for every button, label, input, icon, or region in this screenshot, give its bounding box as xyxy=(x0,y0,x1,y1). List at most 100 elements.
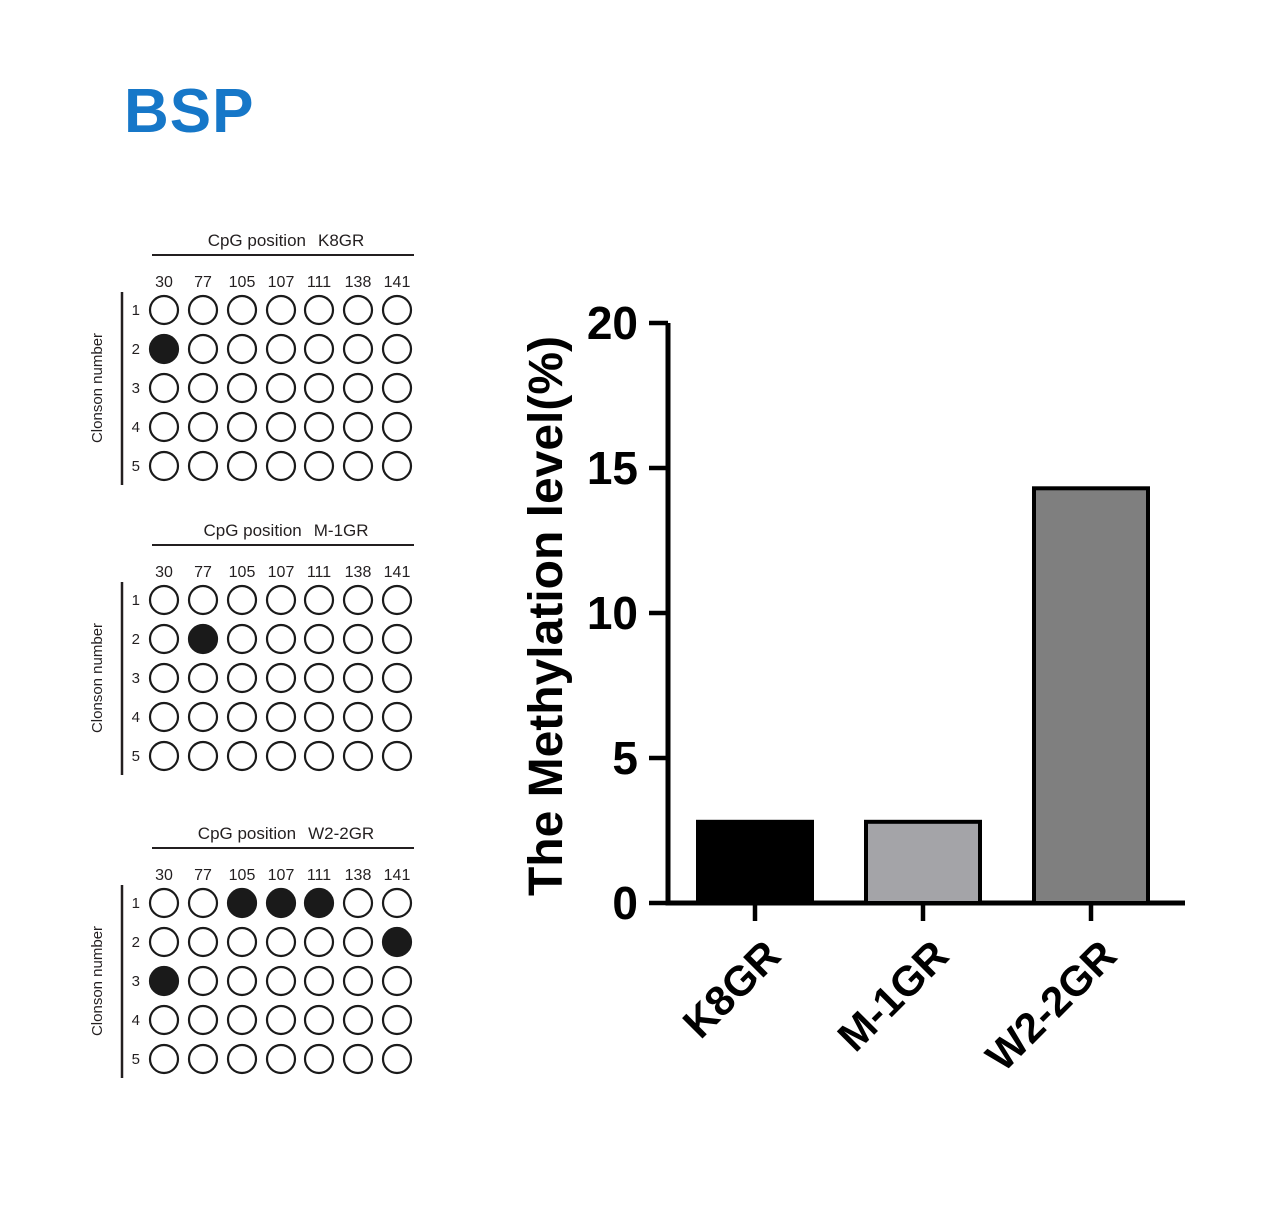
unmethylated-cpg-dot xyxy=(187,740,219,772)
unmethylated-cpg-dot xyxy=(342,450,374,482)
unmethylated-cpg-dot xyxy=(342,662,374,694)
cpg-position-label: 105 xyxy=(229,274,256,291)
clone-number-label: 4 xyxy=(132,419,140,436)
unmethylated-cpg-dot xyxy=(187,333,219,365)
unmethylated-cpg-dot xyxy=(148,887,180,919)
clone-number-label: 3 xyxy=(132,670,140,687)
y-axis-tick-label: 5 xyxy=(612,732,638,784)
clone-number-label: 5 xyxy=(132,1051,140,1068)
unmethylated-cpg-dot xyxy=(148,450,180,482)
methylated-cpg-dot xyxy=(226,887,258,919)
bar-M-1GR xyxy=(864,819,982,905)
unmethylated-cpg-dot xyxy=(265,1004,297,1036)
clone-number-label: 2 xyxy=(132,341,140,358)
unmethylated-cpg-dot xyxy=(381,1004,413,1036)
unmethylated-cpg-dot xyxy=(381,294,413,326)
unmethylated-cpg-dot xyxy=(303,450,335,482)
unmethylated-cpg-dot xyxy=(381,584,413,616)
unmethylated-cpg-dot xyxy=(226,333,258,365)
cpg-position-label: 111 xyxy=(307,867,331,884)
unmethylated-cpg-dot xyxy=(226,965,258,997)
unmethylated-cpg-dot xyxy=(148,1043,180,1075)
unmethylated-cpg-dot xyxy=(381,1043,413,1075)
cpg-position-label: 141 xyxy=(384,564,411,581)
unmethylated-cpg-dot xyxy=(342,333,374,365)
cpg-position-label: 111 xyxy=(307,274,331,291)
unmethylated-cpg-dot xyxy=(342,584,374,616)
clone-number-label: 2 xyxy=(132,934,140,951)
unmethylated-cpg-dot xyxy=(303,926,335,958)
unmethylated-cpg-dot xyxy=(226,372,258,404)
cpg-position-label: 77 xyxy=(194,564,212,581)
bar-K8GR xyxy=(696,819,814,905)
y-axis-tick-label: 20 xyxy=(587,300,638,349)
cpg-position-label: 105 xyxy=(229,564,256,581)
cpg-panel-M-1GR: CpG position M-1GR 30 77 105 107 111 138 141 1 2 3 4… xyxy=(89,521,414,775)
unmethylated-cpg-dot xyxy=(148,294,180,326)
cpg-position-label: 30 xyxy=(155,867,173,884)
cpg-panel-title: CpG position W2-2GR xyxy=(198,824,374,843)
cpg-position-label: 107 xyxy=(268,564,295,581)
clone-number-label: 3 xyxy=(132,973,140,990)
bar-W2-2GR xyxy=(1032,486,1150,906)
unmethylated-cpg-dot xyxy=(265,372,297,404)
unmethylated-cpg-dot xyxy=(381,411,413,443)
y-axis-tick-label: 0 xyxy=(612,877,638,929)
unmethylated-cpg-dot xyxy=(187,701,219,733)
unmethylated-cpg-dot xyxy=(265,584,297,616)
clone-number-label: 1 xyxy=(132,302,140,319)
unmethylated-cpg-dot xyxy=(342,701,374,733)
unmethylated-cpg-dot xyxy=(342,623,374,655)
unmethylated-cpg-dot xyxy=(187,294,219,326)
unmethylated-cpg-dot xyxy=(342,965,374,997)
unmethylated-cpg-dot xyxy=(187,662,219,694)
clone-number-label: 1 xyxy=(132,592,140,609)
unmethylated-cpg-dot xyxy=(148,411,180,443)
x-axis-label-M-1GR: M-1GR xyxy=(828,931,957,1060)
unmethylated-cpg-dot xyxy=(187,1043,219,1075)
unmethylated-cpg-dot xyxy=(381,372,413,404)
unmethylated-cpg-dot xyxy=(148,662,180,694)
unmethylated-cpg-dot xyxy=(226,662,258,694)
unmethylated-cpg-dot xyxy=(381,965,413,997)
unmethylated-cpg-dot xyxy=(265,411,297,443)
unmethylated-cpg-dot xyxy=(342,740,374,772)
figure-title: BSP xyxy=(124,77,255,146)
cpg-panel-K8GR: CpG position K8GR 30 77 105 107 111 138 141 1 2 3 4 5… xyxy=(89,231,414,485)
unmethylated-cpg-dot xyxy=(226,584,258,616)
cpg-panel-title: CpG position K8GR xyxy=(208,231,365,250)
unmethylated-cpg-dot xyxy=(265,450,297,482)
unmethylated-cpg-dot xyxy=(303,584,335,616)
unmethylated-cpg-dot xyxy=(226,701,258,733)
unmethylated-cpg-dot xyxy=(226,623,258,655)
unmethylated-cpg-dot xyxy=(303,372,335,404)
unmethylated-cpg-dot xyxy=(226,740,258,772)
unmethylated-cpg-dot xyxy=(148,1004,180,1036)
unmethylated-cpg-dot xyxy=(148,623,180,655)
unmethylated-cpg-dot xyxy=(303,662,335,694)
unmethylated-cpg-dot xyxy=(381,740,413,772)
unmethylated-cpg-dot xyxy=(265,965,297,997)
unmethylated-cpg-dot xyxy=(342,372,374,404)
cpg-position-label: 141 xyxy=(384,274,411,291)
clone-number-label: 2 xyxy=(132,631,140,648)
unmethylated-cpg-dot xyxy=(265,740,297,772)
y-axis-tick-label: 10 xyxy=(587,587,638,639)
cpg-position-label: 111 xyxy=(307,564,331,581)
clone-number-label: 1 xyxy=(132,895,140,912)
cpg-position-label: 141 xyxy=(384,867,411,884)
cpg-position-label: 105 xyxy=(229,867,256,884)
clone-number-label: 4 xyxy=(132,709,140,726)
methylated-cpg-dot xyxy=(148,333,180,365)
unmethylated-cpg-dot xyxy=(342,1043,374,1075)
clone-number-label: 5 xyxy=(132,458,140,475)
clone-number-label: 3 xyxy=(132,380,140,397)
x-axis-label-W2-2GR: W2-2GR xyxy=(977,931,1126,1080)
unmethylated-cpg-dot xyxy=(187,584,219,616)
unmethylated-cpg-dot xyxy=(342,887,374,919)
unmethylated-cpg-dot xyxy=(226,1043,258,1075)
unmethylated-cpg-dot xyxy=(187,450,219,482)
unmethylated-cpg-dot xyxy=(303,333,335,365)
y-axis-tick-label: 15 xyxy=(587,442,638,494)
